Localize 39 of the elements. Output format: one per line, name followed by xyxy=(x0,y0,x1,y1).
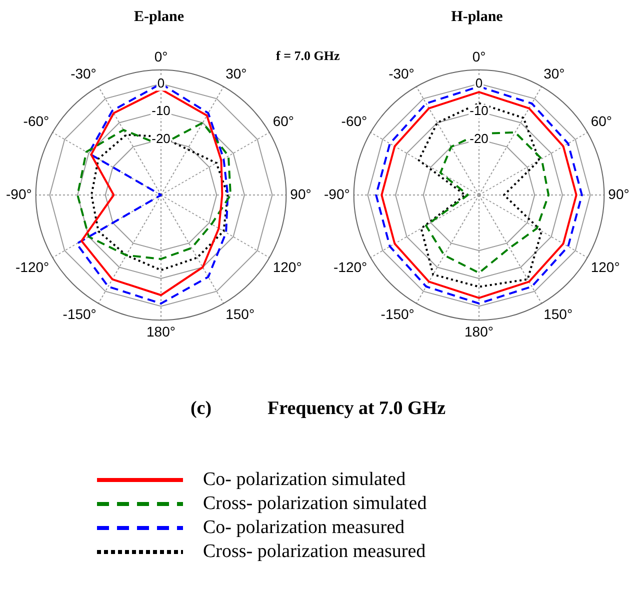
y-tick-label: -20 xyxy=(470,130,488,146)
spoke-label: -60° xyxy=(23,112,50,129)
spoke-label: 120° xyxy=(590,258,620,275)
legend-label: Cross- polarization simulated xyxy=(203,493,427,515)
spoke-label: -30° xyxy=(388,66,414,82)
spoke-label: -90° xyxy=(324,186,350,202)
spoke-label: 180° xyxy=(464,323,494,340)
spoke-label: -120° xyxy=(334,258,368,275)
text: Frequency at 7.0 GHz xyxy=(268,398,446,419)
spoke-label: 120° xyxy=(272,258,302,275)
y-tick-label: 0 xyxy=(157,75,165,90)
spoke-label: 180° xyxy=(146,323,176,340)
spoke-label: 150° xyxy=(226,306,255,322)
y-tick-label: -10 xyxy=(152,103,170,118)
spoke-label: 90° xyxy=(290,186,312,202)
spoke-label: -30° xyxy=(70,66,96,82)
spoke-label: 0° xyxy=(472,48,486,64)
spoke-label: 30° xyxy=(226,66,247,82)
spoke-label: 60° xyxy=(272,112,294,129)
y-tick-label: -20 xyxy=(152,130,170,146)
spoke-label: -120° xyxy=(16,258,50,275)
spoke-label: 150° xyxy=(544,306,573,322)
y-tick-label: 0 xyxy=(475,75,483,90)
chart-title: E-plane xyxy=(134,8,184,25)
y-tick-label: -10 xyxy=(470,103,488,118)
spoke-label: -90° xyxy=(6,186,32,202)
spoke-label: 0° xyxy=(154,48,168,64)
spoke-label: -150° xyxy=(62,306,96,322)
legend-label: Cross- polarization measured xyxy=(203,541,426,563)
spoke-label: 90° xyxy=(608,186,630,202)
spoke-label: -60° xyxy=(341,112,368,129)
spoke-label: -150° xyxy=(380,306,414,322)
chart-title: H-plane xyxy=(451,8,504,25)
legend-label: Co- polarization measured xyxy=(203,517,405,539)
text: f = 7.0 GHz xyxy=(276,48,340,64)
legend-label: Co- polarization simulated xyxy=(203,469,406,491)
spoke-label: 60° xyxy=(590,112,612,129)
spoke-label: 30° xyxy=(544,66,565,82)
text: (c) xyxy=(190,398,212,419)
